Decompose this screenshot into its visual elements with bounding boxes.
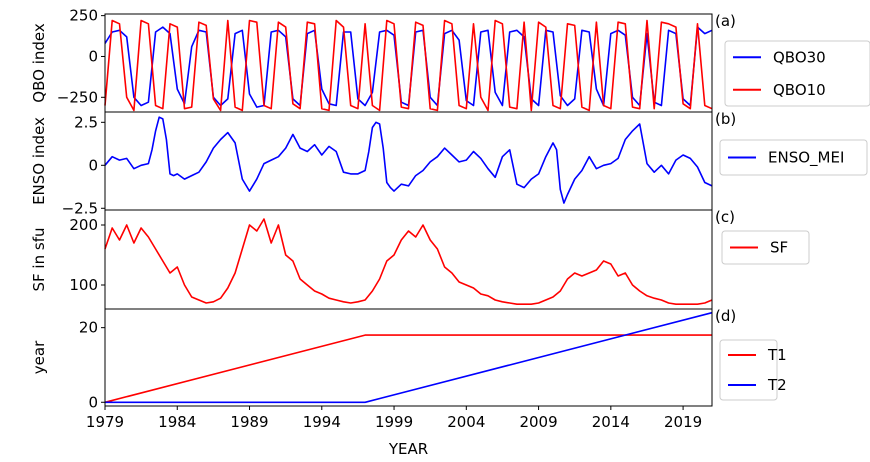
axes-frame	[105, 210, 712, 309]
x-axis: 1979 1984 1989 1994 1999 2004 2009 2014 2019 YEAR	[86, 406, 702, 458]
x-tick-label: 1984	[158, 413, 196, 431]
y-tick-label: 250	[69, 7, 98, 25]
y-axis-label: year	[30, 340, 48, 374]
y-tick-label: 200	[69, 216, 98, 234]
series-line-t2	[105, 313, 712, 403]
y-axis-label: ENSO index	[30, 117, 48, 205]
axes-frame	[105, 112, 712, 210]
y-tick-label: 0	[88, 156, 98, 174]
legend-label-qbo10: QBO10	[773, 81, 826, 99]
x-tick-label: 2004	[447, 413, 485, 431]
y-tick-label: 2.5	[74, 113, 98, 131]
legend-label-sf: SF	[770, 239, 788, 257]
series-line-t1	[105, 335, 712, 402]
x-tick-label: 1979	[86, 413, 124, 431]
x-tick-label: 1999	[375, 413, 413, 431]
legend-label-qbo30: QBO30	[773, 48, 826, 66]
legend: SF	[722, 231, 809, 264]
legend-label-enso_mei: ENSO_MEI	[768, 149, 844, 168]
x-tick-label: 2009	[519, 413, 557, 431]
y-tick-label: −250	[57, 88, 98, 106]
x-tick-label: 1994	[303, 413, 341, 431]
panel-d: 20 0 year (d) T1 T2	[30, 307, 787, 411]
legend-label-t2: T2	[767, 376, 787, 394]
y-axis-label: QBO index	[30, 23, 48, 103]
panel-label: (a)	[715, 12, 736, 30]
y-tick-label: −2.5	[62, 199, 98, 217]
x-tick-label: 2014	[592, 413, 630, 431]
legend: T1 T2	[720, 340, 787, 400]
panel-label: (b)	[715, 110, 736, 128]
legend-label-t1: T1	[767, 346, 787, 364]
x-axis-label: YEAR	[388, 440, 428, 458]
y-tick-label: 0	[88, 47, 98, 65]
series-line-sf	[105, 219, 712, 304]
panel-c: 200 100 SF in sfu (c) SF	[30, 208, 809, 309]
x-tick-label: 1989	[230, 413, 268, 431]
y-tick-label: 0	[88, 393, 98, 411]
series-line-enso_mei	[105, 117, 712, 203]
y-tick-label: 20	[79, 319, 98, 337]
series-line-qbo30	[105, 27, 712, 107]
legend: QBO30 QBO10	[725, 41, 870, 106]
x-tick-label: 2019	[664, 413, 702, 431]
panel-a: 250 0 −250 QBO index (a) QBO30 QBO10	[30, 7, 870, 112]
series-line-qbo10	[105, 21, 712, 111]
panel-label: (d)	[715, 307, 736, 325]
panel-label: (c)	[715, 208, 735, 226]
panel-b: 2.5 0 −2.5 ENSO index (b) ENSO_MEI	[30, 110, 867, 217]
y-tick-label: 100	[69, 276, 98, 294]
y-axis-label: SF in sfu	[30, 228, 48, 292]
legend: ENSO_MEI	[720, 140, 867, 175]
